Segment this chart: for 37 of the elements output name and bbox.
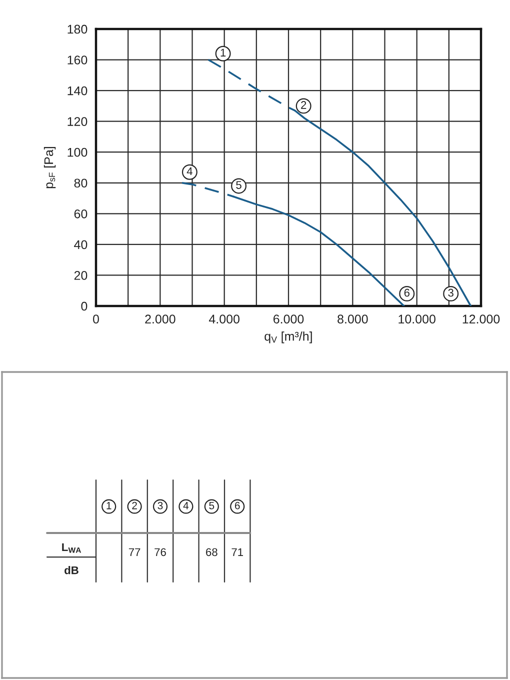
x-tick-label: 1 <box>106 502 112 510</box>
annotation: 1 <box>220 48 226 56</box>
y-axis-title: p$_{sF}$ [Pa] <box>44 147 56 188</box>
y-tick-label: 20 <box>74 271 88 280</box>
x-tick-label: 2 <box>132 502 137 510</box>
data-label: 77 <box>128 548 140 556</box>
y-tick-label: 80 <box>74 178 88 188</box>
x-tick-label: 2.000 <box>145 314 176 324</box>
x-tick-label: 10.000 <box>398 314 436 324</box>
x-tick-label: 6 <box>234 502 240 510</box>
x-tick-label: 3 <box>158 502 163 510</box>
y-tick-label: 0 <box>81 302 88 311</box>
y-tick-label: 60 <box>74 209 88 218</box>
x-tick-label: 6.000 <box>273 314 304 324</box>
annotation: 5 <box>236 181 242 189</box>
annotation: 6 <box>404 288 410 297</box>
annotation: 4 <box>186 167 192 175</box>
y-tick-label: 160 <box>68 56 88 64</box>
annotation: 2 <box>301 101 306 109</box>
x-axis-title: q$_{V}$ [m³/h] <box>264 332 312 344</box>
x-tick-label: 4.000 <box>208 314 240 324</box>
y-tick-label: 100 <box>68 148 88 157</box>
x-tick-label: 5 <box>209 502 214 510</box>
x-tick-label: 8.000 <box>338 314 368 324</box>
y-tick-label: 120 <box>68 117 88 126</box>
x-tick-label: 4 <box>183 502 189 510</box>
y-tick-label: 40 <box>74 240 88 250</box>
y-tick-label: L$_{WA}$ <box>62 543 82 553</box>
x-tick-label: 12.000 <box>462 314 500 324</box>
data-label: 68 <box>206 548 218 556</box>
annotation: 3 <box>448 288 454 297</box>
x-tick-label: 0 <box>93 314 99 324</box>
y-axis-title: dB <box>64 566 78 574</box>
data-label: 76 <box>154 548 166 556</box>
y-tick-label: 180 <box>68 24 88 34</box>
data-label: 71 <box>232 548 243 556</box>
y-tick-label: 140 <box>68 86 88 96</box>
